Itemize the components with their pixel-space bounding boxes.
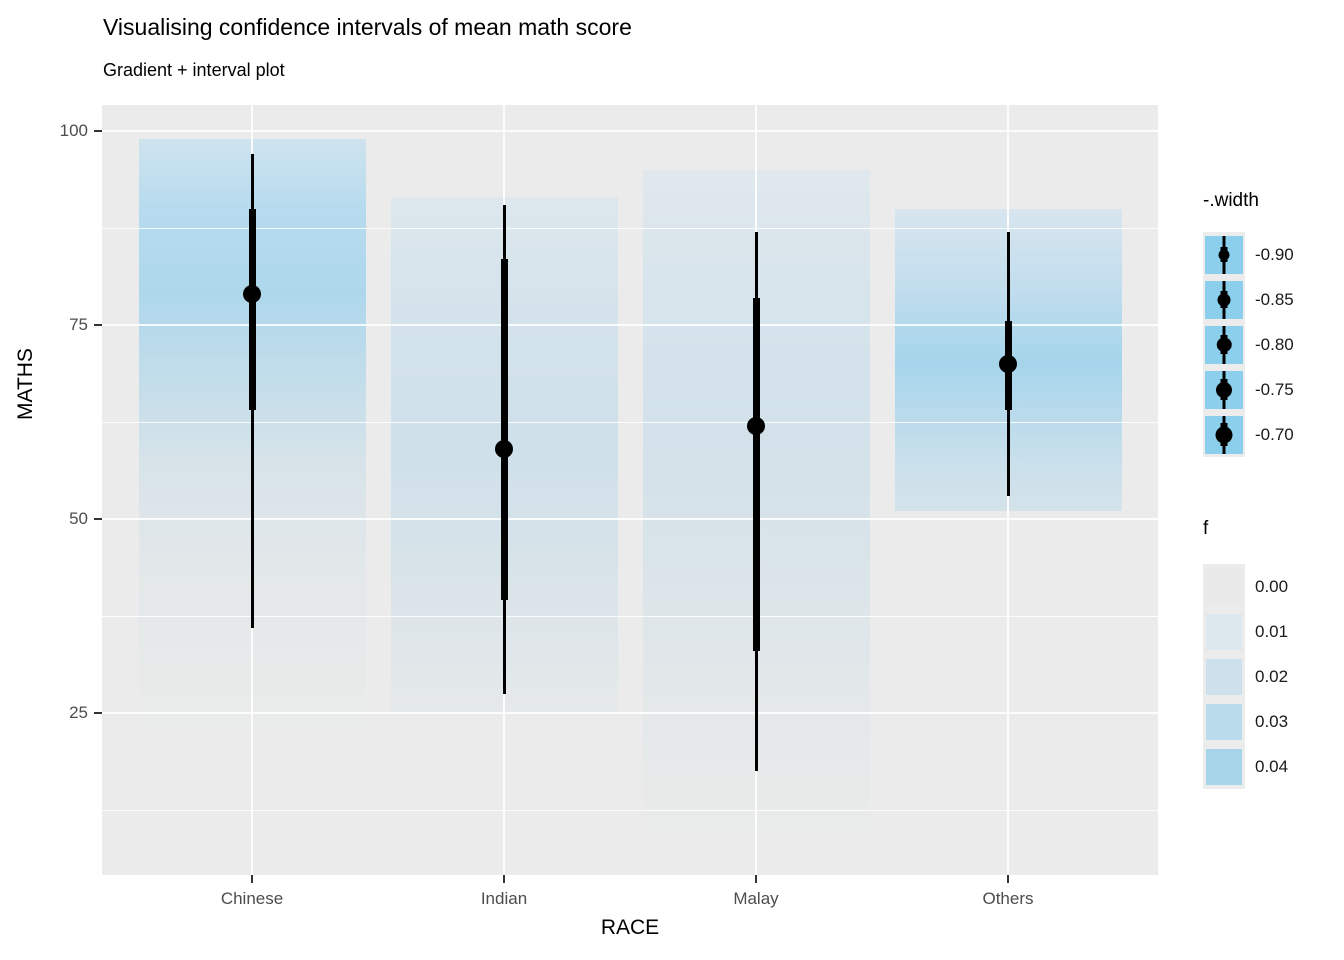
y-tick-label-100: 100 xyxy=(59,121,88,140)
legend-width-label--0.80: -0.80 xyxy=(1255,334,1294,354)
y-tick-mark-50 xyxy=(94,518,102,520)
legend-f-swatch-0.03 xyxy=(1206,703,1242,740)
legend-f-swatch-0.02 xyxy=(1206,658,1242,695)
y-tick-mark-100 xyxy=(94,130,102,132)
y-tick-label-25: 25 xyxy=(69,703,88,722)
legend-f-swatch-0.01 xyxy=(1206,613,1242,650)
gridline-major-y-75 xyxy=(102,324,1158,326)
mean-point-malay xyxy=(747,416,765,435)
gridline-minor-y-12.5 xyxy=(102,809,1158,811)
y-axis-title: MATHS xyxy=(14,348,37,420)
x-tick-label-chinese: Chinese xyxy=(220,889,284,908)
x-tick-mark-others xyxy=(1007,875,1009,883)
legend-width-key--0.70 xyxy=(1203,412,1245,457)
legend-width-key--0.80 xyxy=(1203,322,1245,367)
legend-width-label--0.70: -0.70 xyxy=(1255,424,1294,444)
legend-f-label-0.03: 0.03 xyxy=(1255,711,1289,731)
x-tick-mark-indian xyxy=(503,875,505,883)
x-tick-mark-chinese xyxy=(251,875,253,883)
x-tick-label-others: Others xyxy=(982,889,1034,908)
y-tick-label-75: 75 xyxy=(69,315,88,334)
legend-f-key-0.04 xyxy=(1203,744,1245,789)
x-tick-label-malay: Malay xyxy=(733,889,779,908)
legend-width-key--0.85 xyxy=(1203,277,1245,322)
gridline-minor-y-37.5 xyxy=(102,615,1158,617)
plot-title: Visualising confidence intervals of mean… xyxy=(103,14,632,40)
legend-f-label-0.02: 0.02 xyxy=(1255,666,1289,686)
legend-f-swatch-0.04 xyxy=(1206,748,1242,785)
x-tick-mark-malay xyxy=(755,875,757,883)
legend-width-key--0.90 xyxy=(1203,232,1245,277)
x-axis-title: RACE xyxy=(600,916,660,939)
plot-panel xyxy=(102,105,1158,875)
mean-point-chinese xyxy=(243,284,261,303)
interval-thick-malay xyxy=(752,297,760,651)
legend-f-key-0.03 xyxy=(1203,699,1245,744)
legend-width-key--0.75 xyxy=(1203,367,1245,412)
y-tick-mark-25 xyxy=(94,712,102,714)
gridline-major-y-100 xyxy=(102,130,1158,132)
interval-thick-indian xyxy=(500,259,508,601)
pointinterval-glyph xyxy=(1205,370,1243,409)
pointinterval-glyph xyxy=(1205,325,1243,364)
legend-f-key-0.00 xyxy=(1203,564,1245,609)
legend-f-label-0.00: 0.00 xyxy=(1255,576,1289,596)
legend-f-key-0.01 xyxy=(1203,609,1245,654)
x-tick-label-indian: Indian xyxy=(480,889,528,908)
legend-f-title: f xyxy=(1203,518,1209,539)
gridline-major-y-25 xyxy=(102,712,1158,714)
legend-f-swatch-0.00 xyxy=(1206,568,1242,605)
y-tick-label-50: 50 xyxy=(69,509,88,528)
legend-f-label-0.04: 0.04 xyxy=(1255,756,1289,776)
legend-width-label--0.75: -0.75 xyxy=(1255,379,1294,399)
pointinterval-glyph xyxy=(1205,280,1243,319)
mean-point-others xyxy=(999,354,1017,373)
plot-subtitle: Gradient + interval plot xyxy=(103,60,285,80)
gridline-major-y-50 xyxy=(102,518,1158,520)
interval-thick-chinese xyxy=(248,208,256,411)
legend-width-title: -.width xyxy=(1203,190,1259,211)
pointinterval-glyph xyxy=(1205,415,1243,454)
legend-width-label--0.85: -0.85 xyxy=(1255,289,1294,309)
pointinterval-glyph xyxy=(1205,235,1243,274)
legend-width-label--0.90: -0.90 xyxy=(1255,244,1294,264)
legend-f-label-0.01: 0.01 xyxy=(1255,621,1289,641)
legend-f-key-0.02 xyxy=(1203,654,1245,699)
mean-point-indian xyxy=(495,440,513,459)
gridline-minor-y-87.5 xyxy=(102,227,1158,229)
gridline-minor-y-62.5 xyxy=(102,421,1158,423)
y-tick-mark-75 xyxy=(94,324,102,326)
